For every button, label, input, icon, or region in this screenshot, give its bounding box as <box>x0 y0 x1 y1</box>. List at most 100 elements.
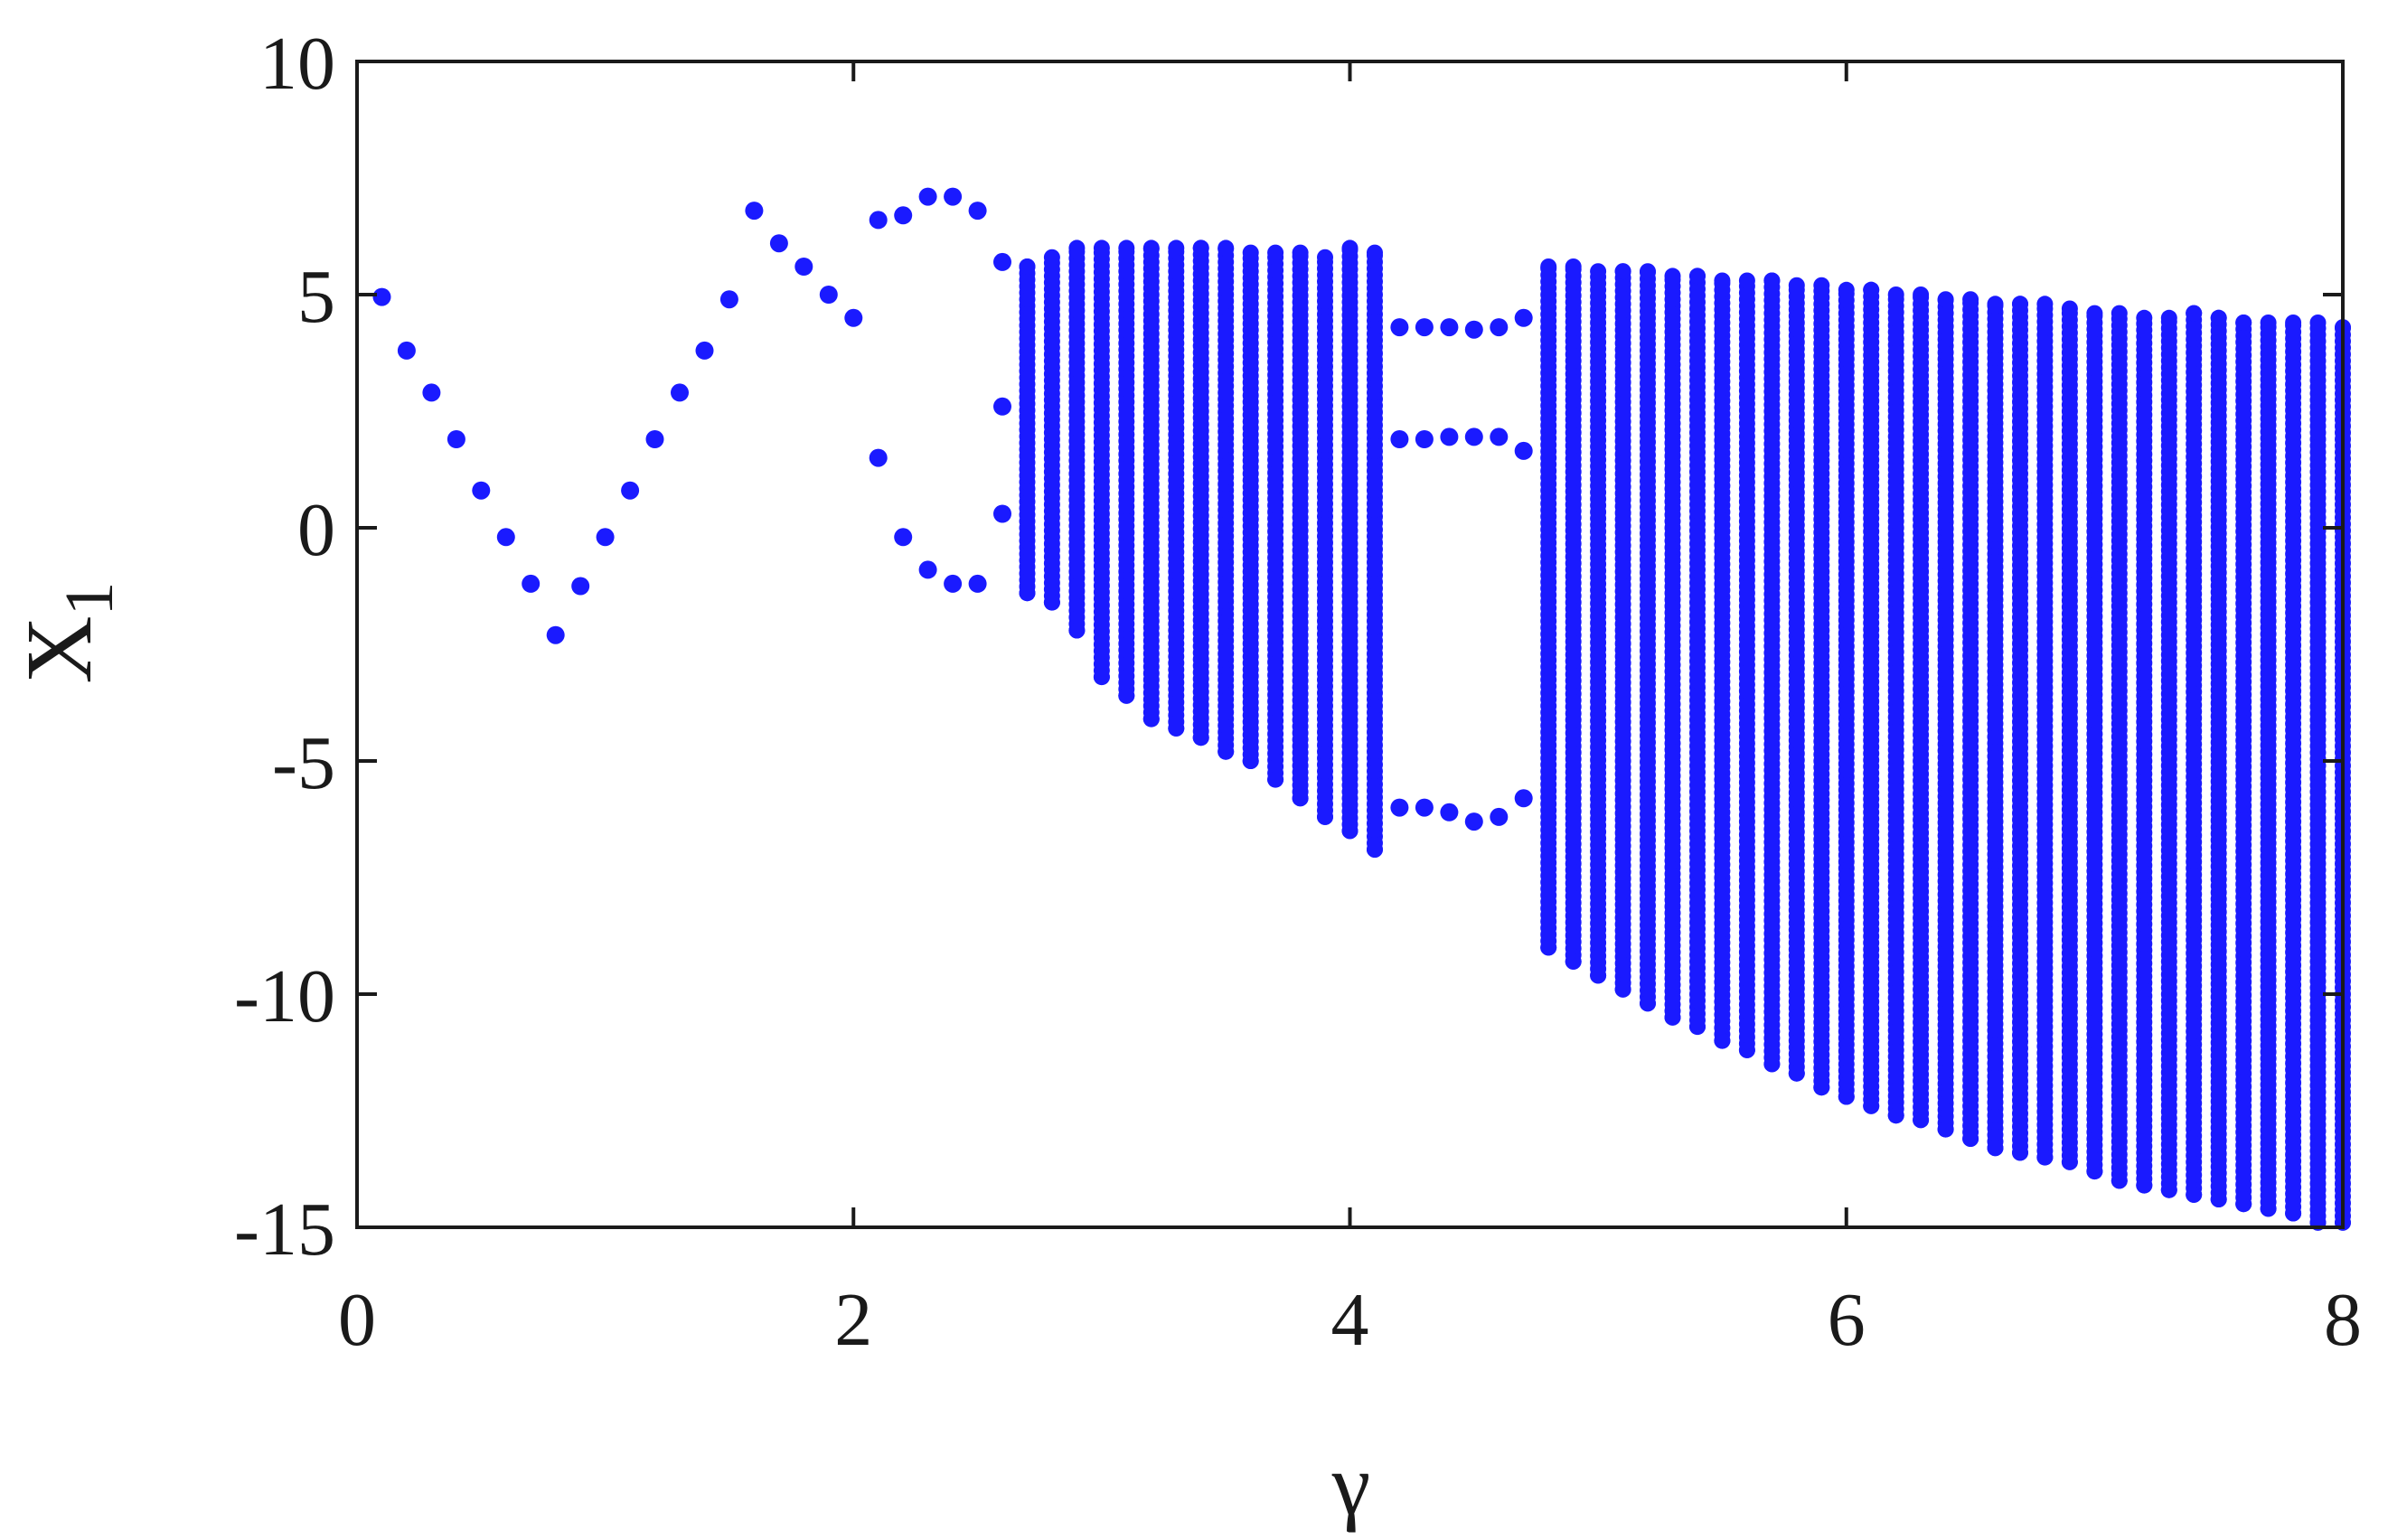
data-point <box>1168 239 1185 257</box>
data-point <box>1514 441 1533 460</box>
data-point <box>1390 798 1409 817</box>
data-point <box>844 308 863 327</box>
data-point <box>1987 296 2004 313</box>
data-point <box>1390 318 1409 337</box>
data-point <box>2061 300 2078 317</box>
data-point <box>1614 263 1631 280</box>
data-point <box>894 206 913 225</box>
data-point <box>1987 1140 2004 1157</box>
data-point <box>2111 305 2128 322</box>
data-point <box>2210 309 2227 326</box>
data-point <box>719 290 738 309</box>
data-point <box>968 202 987 221</box>
data-point <box>645 430 664 448</box>
data-point <box>1464 812 1483 831</box>
data-point <box>1664 1009 1681 1026</box>
data-point <box>1019 258 1036 275</box>
data-point <box>1763 272 1781 289</box>
data-point <box>1367 244 1383 261</box>
data-point <box>1863 1097 1880 1114</box>
data-point <box>671 383 689 402</box>
data-point <box>422 383 441 402</box>
data-point <box>2012 296 2028 313</box>
data-point <box>1415 430 1434 448</box>
data-point <box>1464 320 1483 339</box>
data-point <box>2186 305 2203 322</box>
data-point <box>1317 808 1333 825</box>
data-point <box>2160 1181 2177 1198</box>
data-point <box>1341 822 1359 840</box>
data-point <box>1689 1019 1706 1036</box>
data-point <box>1689 268 1706 285</box>
data-point <box>695 341 714 360</box>
data-point <box>372 287 391 306</box>
data-point <box>1565 953 1582 970</box>
data-point <box>1142 710 1160 728</box>
data-point <box>2260 1200 2277 1217</box>
data-point <box>1664 268 1681 285</box>
data-point <box>1937 1121 1954 1138</box>
data-point <box>2136 1177 2153 1194</box>
data-point <box>745 202 764 221</box>
data-point <box>2235 1196 2252 1213</box>
data-point <box>918 560 937 579</box>
data-point <box>522 574 541 593</box>
data-point <box>968 574 987 593</box>
data-point <box>546 625 565 644</box>
data-point <box>2136 309 2153 326</box>
data-point <box>1019 585 1036 602</box>
data-point <box>1838 1088 1855 1105</box>
data-point <box>1490 318 1509 337</box>
data-point <box>1192 239 1209 257</box>
data-point <box>1788 277 1805 294</box>
data-point <box>2036 296 2054 313</box>
data-point <box>1415 798 1434 817</box>
data-point <box>1292 790 1309 807</box>
data-point <box>1118 687 1135 704</box>
data-point <box>1962 291 1979 308</box>
data-point <box>993 252 1011 271</box>
data-point <box>1415 318 1434 337</box>
data-point <box>1887 286 1904 303</box>
data-point <box>447 430 465 448</box>
data-point <box>1490 807 1509 826</box>
data-point <box>1367 841 1383 858</box>
data-point <box>2086 1163 2103 1180</box>
data-point <box>1068 622 1086 639</box>
data-point <box>496 528 515 547</box>
data-point <box>1464 427 1483 446</box>
data-point <box>2012 1144 2028 1161</box>
data-point <box>571 577 590 596</box>
data-point <box>2160 309 2177 326</box>
data-point <box>1218 239 1235 257</box>
data-point <box>1093 239 1110 257</box>
data-point <box>819 286 838 304</box>
data-point <box>1913 286 1930 303</box>
data-point <box>1887 1107 1904 1124</box>
data-point <box>1714 1032 1731 1049</box>
data-point <box>2235 315 2252 331</box>
data-point <box>1614 981 1631 998</box>
data-point <box>944 574 963 593</box>
data-point <box>894 528 913 547</box>
data-point <box>1738 1041 1755 1058</box>
data-point <box>1242 244 1259 261</box>
data-point <box>2086 305 2103 322</box>
data-point <box>1093 669 1110 686</box>
data-point <box>769 234 788 253</box>
data-point <box>397 341 416 360</box>
data-point <box>1565 258 1582 275</box>
data-point <box>1043 594 1060 611</box>
data-point <box>1788 1065 1805 1082</box>
data-point <box>1514 308 1533 327</box>
data-point <box>993 397 1011 416</box>
data-point <box>1763 1056 1781 1073</box>
data-point <box>2210 1191 2227 1207</box>
data-point <box>2061 1153 2078 1170</box>
data-point <box>1640 995 1656 1012</box>
data-point <box>596 528 615 547</box>
data-point <box>1292 244 1309 261</box>
data-points-layer <box>372 187 2351 1231</box>
data-point <box>1341 239 1359 257</box>
data-point <box>1540 939 1557 956</box>
